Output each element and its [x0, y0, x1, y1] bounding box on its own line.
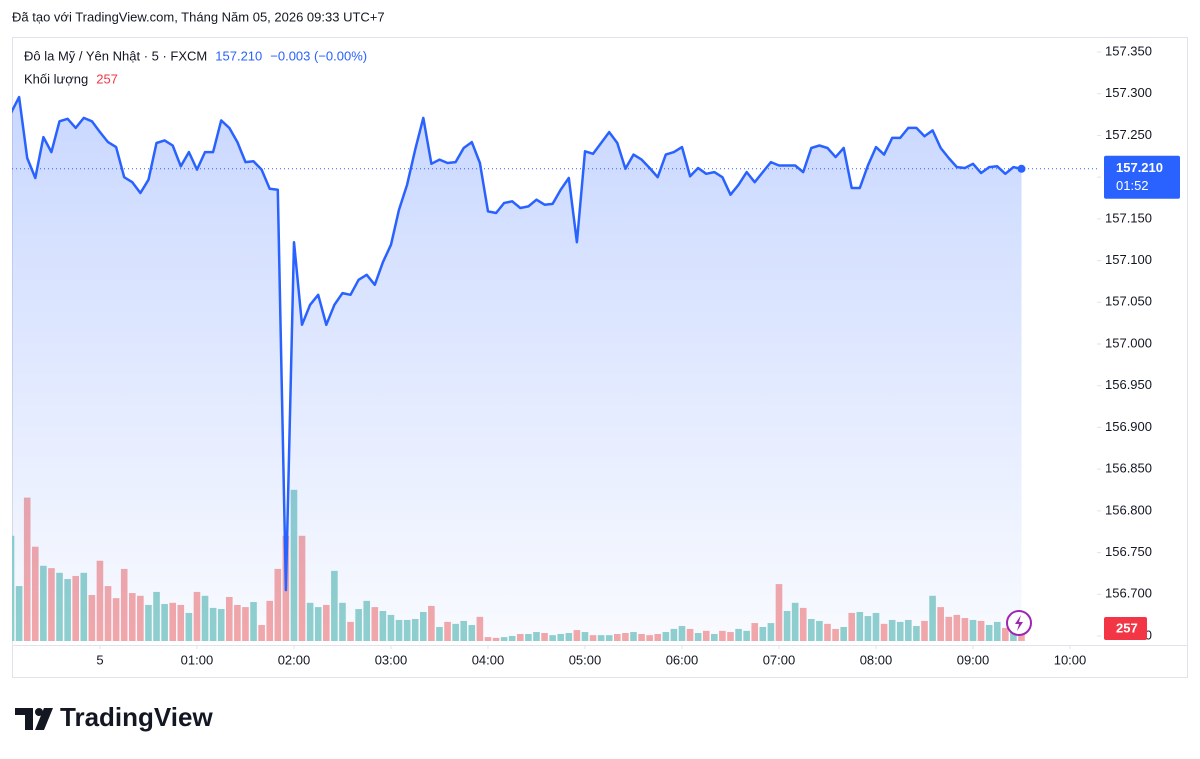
volume-badge	[1104, 617, 1147, 640]
plot-area	[12, 95, 1025, 641]
x-tick-label: 08:00	[860, 652, 893, 667]
header-title: Đã tạo với TradingView.com, Tháng Năm 05…	[12, 9, 385, 24]
alert-icon	[1006, 610, 1032, 636]
logo	[15, 708, 53, 730]
y-tick-label: 156.700	[1105, 586, 1152, 601]
y-tick-label: 157.250	[1105, 127, 1152, 142]
price-area	[12, 97, 1022, 641]
legend-volume-value: 257	[96, 71, 118, 86]
x-tick-label: 5	[96, 652, 103, 667]
y-tick-label: 156.800	[1105, 502, 1152, 517]
price-line	[12, 95, 1022, 592]
x-tick-label: 03:00	[375, 652, 408, 667]
y-tick-label: 156.850	[1105, 461, 1152, 476]
legend-last-price: 157.210	[215, 48, 262, 63]
x-tick-label: 09:00	[957, 652, 990, 667]
x-tick-label: 04:00	[472, 652, 505, 667]
logo-text: TradingView	[60, 702, 213, 732]
legend-series-name: Đô la Mỹ / Yên Nhật · 5 · FXCM	[24, 48, 207, 63]
last-price-badge	[1104, 155, 1180, 199]
last-price-dot	[1017, 164, 1026, 173]
y-tick-label: 156.750	[1105, 544, 1152, 559]
x-tick-label: 05:00	[569, 652, 602, 667]
y-tick-label: 156.950	[1105, 377, 1152, 392]
legend-volume-name: Khối lượng	[24, 71, 88, 86]
x-tick-label: 07:00	[763, 652, 796, 667]
y-tick-label: 157.100	[1105, 252, 1152, 267]
legend: Đô la Mỹ / Yên Nhật · 5 · FXCM 157.210 −0.…	[24, 48, 367, 86]
y-tick-label: 157.150	[1105, 210, 1152, 225]
volume-badge-label: 257	[1116, 620, 1138, 635]
x-tick-label: 02:00	[278, 652, 311, 667]
countdown-label: 01:52	[1116, 178, 1149, 193]
y-tick-label: 156.900	[1105, 419, 1152, 434]
x-tick-label: 01:00	[181, 652, 214, 667]
y-tick-label: 157.000	[1105, 335, 1152, 350]
y-tick-label: 157.300	[1105, 85, 1152, 100]
x-tick-label: 06:00	[666, 652, 699, 667]
y-tick-label: 157.350	[1105, 43, 1152, 58]
x-tick-label: 10:00	[1054, 652, 1087, 667]
last-price-label: 157.210	[1116, 160, 1163, 175]
y-tick-label: 157.050	[1105, 294, 1152, 309]
legend-change: −0.003 (−0.00%)	[270, 48, 367, 63]
